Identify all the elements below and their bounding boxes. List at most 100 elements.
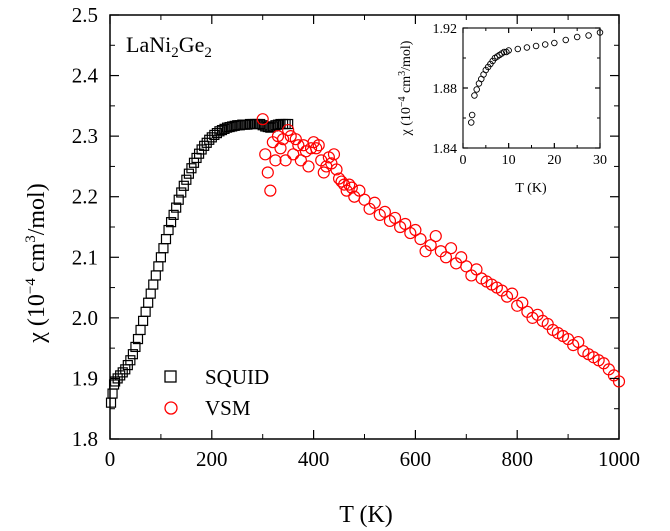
- vsm-point: [330, 163, 343, 176]
- vsm-point: [368, 196, 381, 209]
- vsm-point: [274, 142, 287, 155]
- y-tick-label: 2.2: [72, 185, 98, 209]
- vsm-point: [399, 217, 412, 231]
- vsm-point: [276, 133, 290, 146]
- vsm-point: [261, 166, 274, 179]
- vsm-point: [572, 335, 585, 349]
- vsm-point: [439, 251, 453, 264]
- inset-x-axis-title: T (K): [515, 181, 547, 196]
- x-tick-label: 600: [400, 447, 432, 471]
- inset-squid-point: [505, 47, 512, 54]
- inset-y-tick-label: 1.92: [433, 22, 458, 37]
- inset-squid-point: [585, 32, 592, 39]
- squid-point: [183, 168, 194, 179]
- x-tick-label: 200: [196, 447, 228, 471]
- squid-point: [176, 187, 187, 198]
- vsm-point: [470, 263, 483, 276]
- vsm-point: [338, 178, 351, 191]
- y-tick-label: 2.0: [72, 306, 98, 330]
- main-axes: 0 200 400 600 800 10001.81.92.02.12.22.32.42.…: [72, 3, 640, 471]
- vsm-point: [269, 154, 282, 167]
- inset-x-tick-label: 20: [547, 153, 561, 168]
- inset-x-tick-label: 30: [593, 153, 607, 168]
- squid-point: [178, 180, 189, 191]
- legend: SQUID VSM: [164, 365, 269, 420]
- vsm-point: [312, 139, 325, 152]
- x-tick-label: 400: [298, 447, 330, 471]
- squid-point: [283, 118, 294, 130]
- legend-label-squid: SQUID: [205, 365, 269, 389]
- vsm-point: [294, 154, 307, 167]
- vsm-point: [455, 251, 468, 264]
- vsm-point: [264, 184, 277, 197]
- squid-point: [165, 217, 177, 228]
- sample-label: LaNi2Ge2: [126, 32, 212, 61]
- squid-point: [186, 163, 197, 174]
- y-tick-label: 2.1: [72, 245, 98, 269]
- vsm-point: [310, 142, 323, 155]
- main-data-points: [105, 113, 626, 408]
- inset-squid-point: [467, 119, 475, 126]
- squid-point: [163, 224, 174, 236]
- vsm-point: [327, 148, 341, 161]
- inset-y-tick-label: 1.88: [433, 82, 458, 97]
- squid-point: [130, 341, 141, 353]
- vsm-point: [414, 233, 427, 246]
- vsm-point: [345, 181, 358, 194]
- y-tick-label: 2.4: [72, 64, 99, 88]
- vsm-point: [516, 296, 529, 309]
- inset-x-tick-label: 10: [502, 153, 516, 168]
- inset-squid-point: [471, 92, 478, 99]
- inset-squid-point: [532, 42, 540, 50]
- y-tick-label: 1.8: [72, 427, 98, 451]
- squid-point: [171, 202, 182, 213]
- vsm-point: [424, 239, 437, 252]
- x-axis-title: T (K): [339, 502, 393, 528]
- inset-x-tick-label: 0: [460, 153, 467, 168]
- inset-y-tick-label: 1.84: [433, 142, 458, 157]
- vsm-point: [259, 148, 272, 161]
- vsm-point: [409, 223, 422, 237]
- inset-squid-point: [500, 48, 508, 56]
- inset-squid-point: [514, 45, 522, 53]
- y-tick-label: 2.3: [72, 124, 98, 148]
- inset-squid-point: [523, 44, 531, 51]
- inset-axes: 0 10 20 30 1.84 1.88 1.92: [433, 22, 608, 168]
- inset-y-axis-title: χ (10−4 cm3/mol): [397, 40, 414, 136]
- vsm-point: [287, 148, 300, 161]
- inset-plot: [462, 27, 601, 149]
- vsm-point: [335, 175, 348, 188]
- x-tick-label: 0: [105, 447, 116, 471]
- vsm-point: [279, 154, 292, 167]
- squid-point: [168, 209, 179, 220]
- vsm-point: [256, 113, 269, 126]
- inset-squid-point: [468, 111, 476, 119]
- inset-squid-point: [473, 86, 480, 93]
- vsm-point: [429, 229, 442, 243]
- squid-point: [173, 194, 184, 205]
- inset-squid-point: [573, 33, 581, 41]
- vsm-point: [282, 123, 295, 137]
- squid-point: [125, 355, 136, 366]
- vsm-point: [317, 166, 330, 179]
- vsm-point: [292, 139, 305, 152]
- vsm-point: [444, 242, 458, 255]
- inset-squid-point: [551, 39, 558, 47]
- legend-marker-squid: [164, 370, 177, 383]
- inset-data-points: [467, 29, 604, 126]
- y-tick-label: 2.5: [72, 3, 98, 27]
- vsm-point: [612, 375, 626, 388]
- inset-squid-point: [541, 41, 549, 48]
- vsm-point: [353, 184, 366, 197]
- vsm-point: [302, 160, 315, 173]
- legend-marker-vsm: [164, 401, 178, 415]
- vsm-point: [506, 287, 519, 300]
- y-axis-title: χ (10−4 cm3/mol): [23, 183, 50, 343]
- squid-point: [108, 379, 120, 390]
- vsm-point: [343, 178, 356, 191]
- y-tick-label: 1.9: [72, 366, 98, 390]
- x-tick-label: 1000: [598, 447, 640, 471]
- squid-point: [127, 349, 139, 360]
- vsm-point: [304, 142, 318, 155]
